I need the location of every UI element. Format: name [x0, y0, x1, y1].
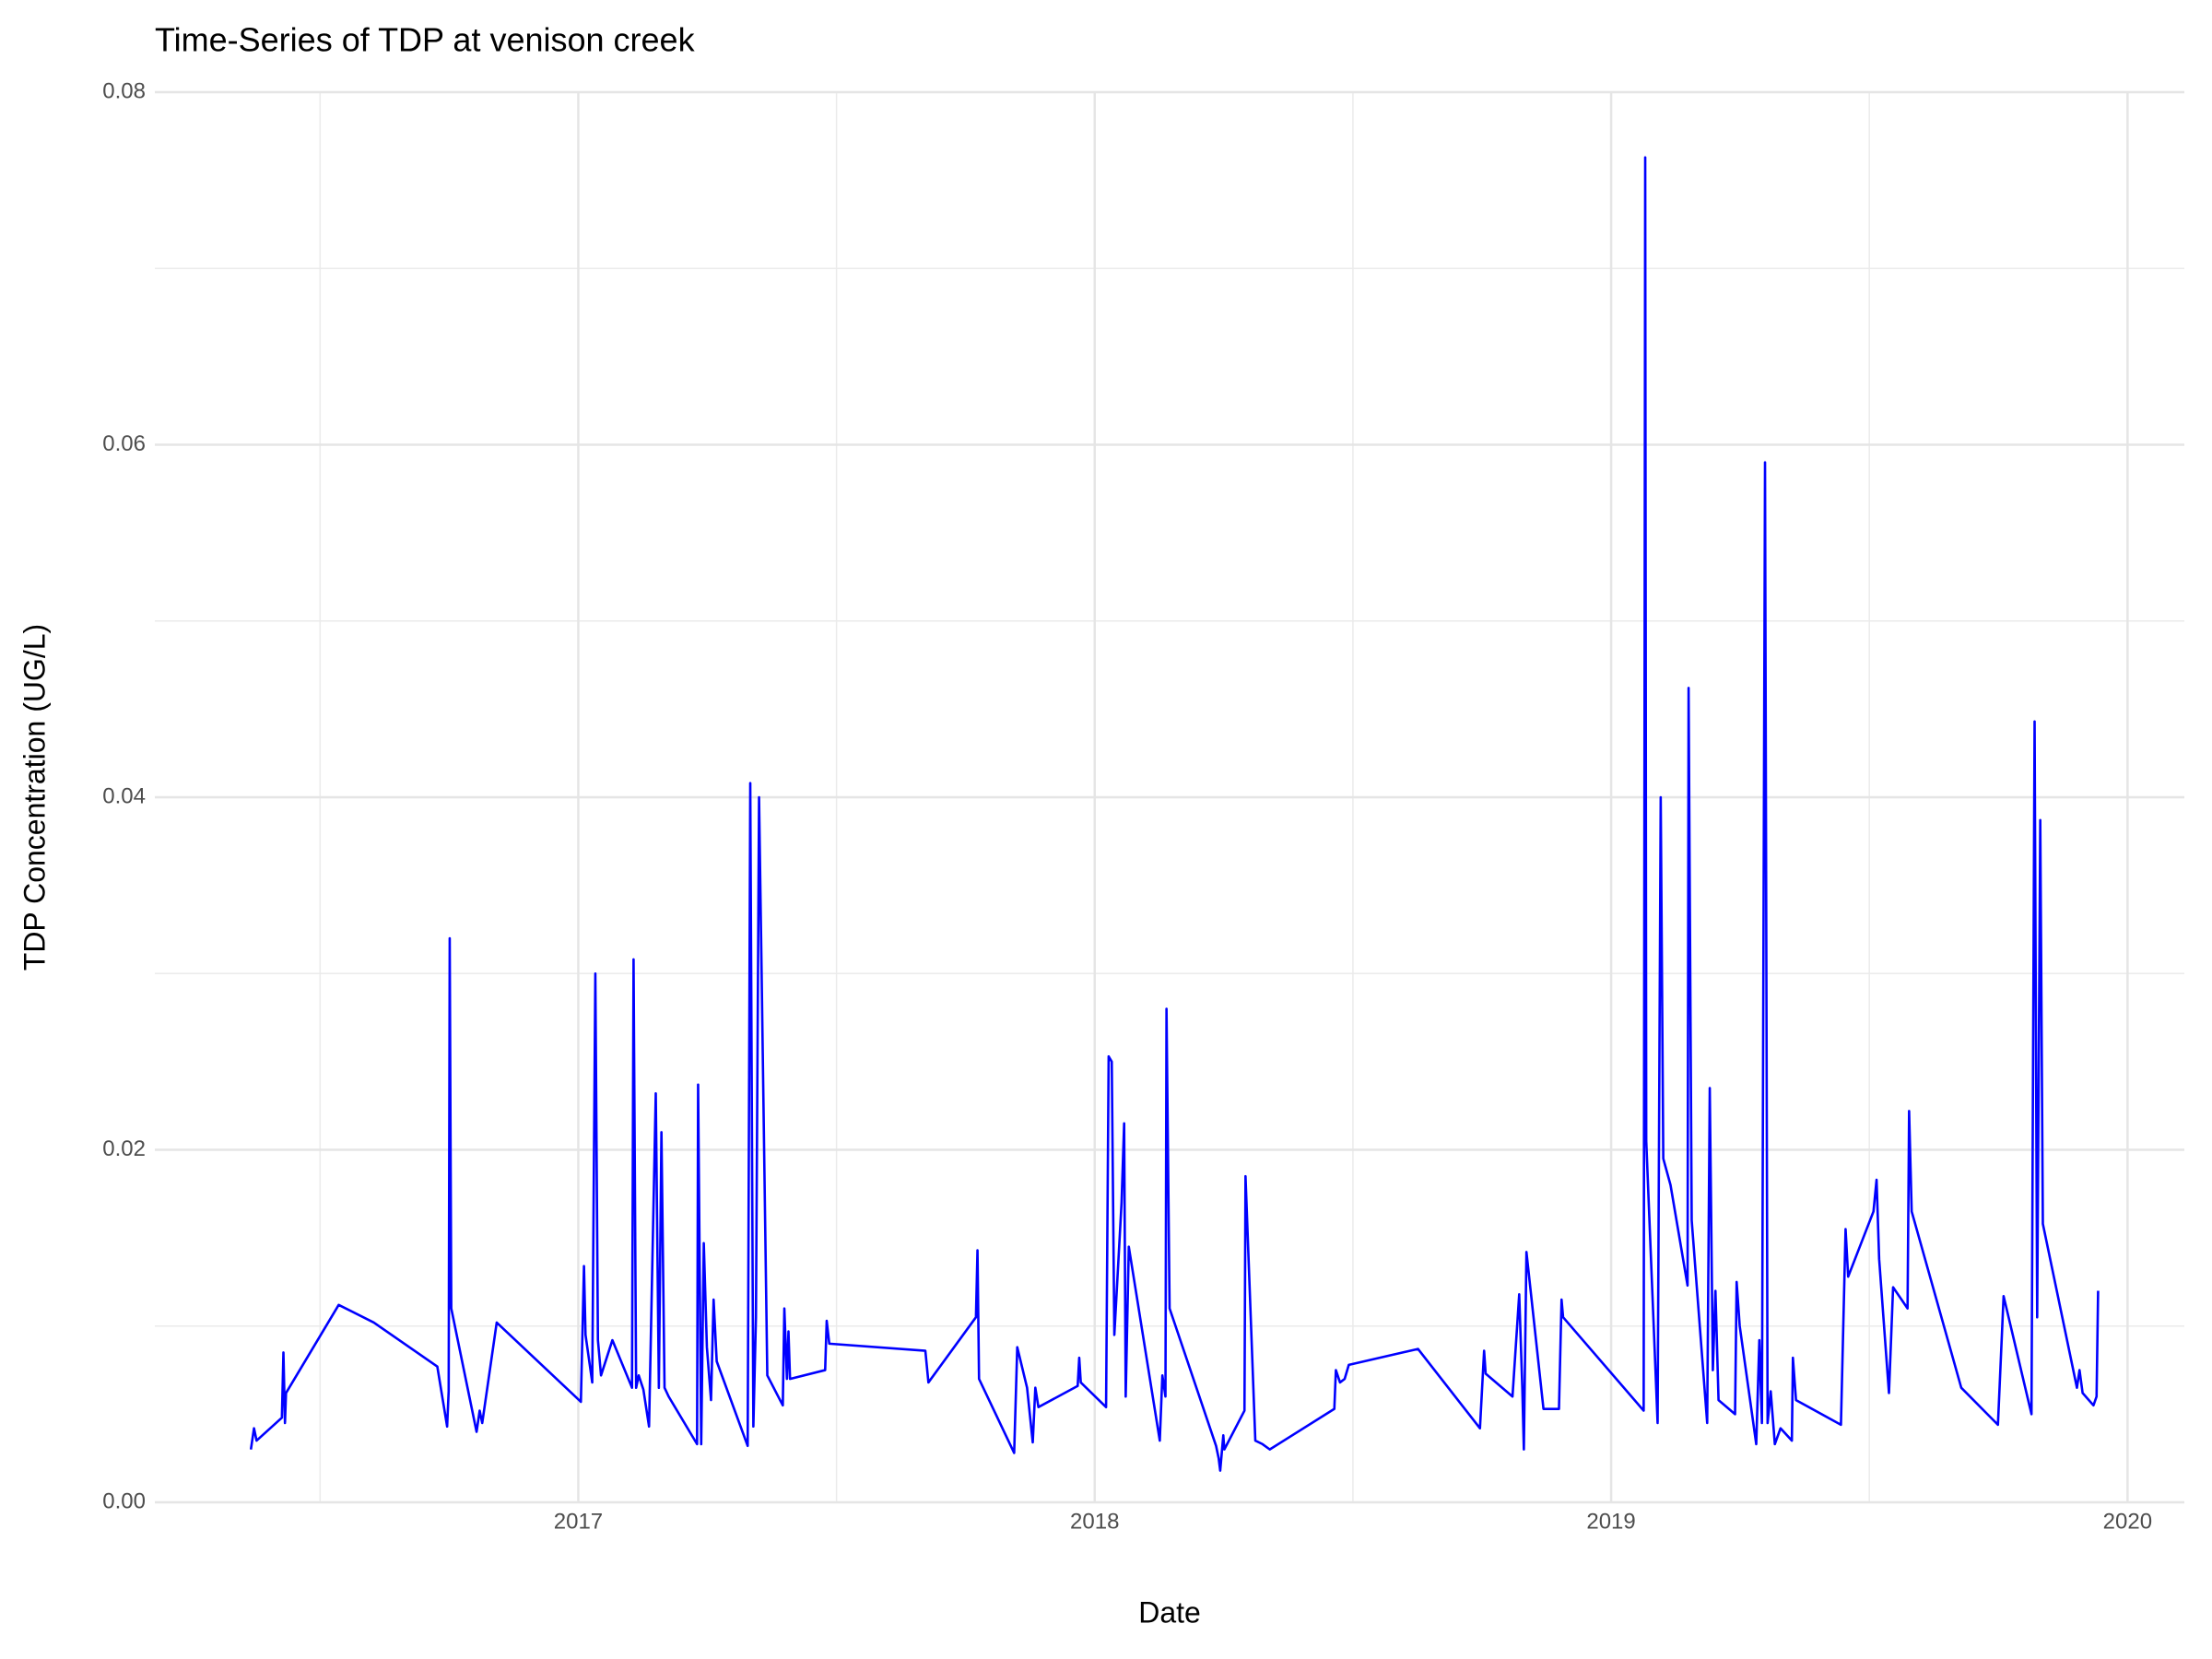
x-tick-label: 2017 — [554, 1509, 603, 1534]
y-tick-label: 0.00 — [102, 1488, 146, 1513]
y-tick-label: 0.02 — [102, 1136, 146, 1161]
y-tick-label: 0.06 — [102, 431, 146, 456]
x-tick-label: 2020 — [2103, 1509, 2152, 1534]
x-axis-title: Date — [1138, 1595, 1201, 1629]
chart-title: Time-Series of TDP at venison creek — [155, 21, 696, 59]
y-tick-label: 0.08 — [102, 78, 146, 103]
x-tick-label: 2018 — [1070, 1509, 1119, 1534]
x-tick-label: 2019 — [1586, 1509, 1635, 1534]
data-line — [249, 156, 2100, 1472]
y-tick-label: 0.04 — [102, 783, 146, 808]
y-axis-title: TDP Concentration (UG/L) — [18, 624, 51, 971]
